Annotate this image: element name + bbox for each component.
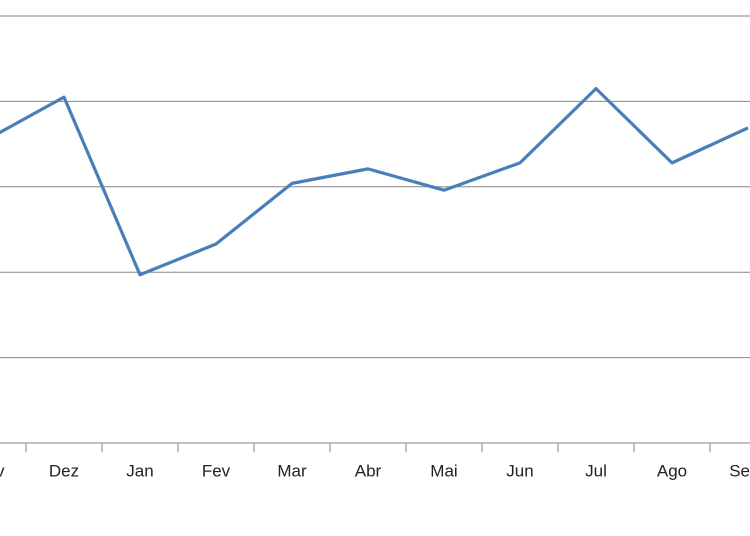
x-tick-label: Se	[729, 461, 750, 480]
data-line	[0, 86, 749, 277]
x-tick-label: Abr	[355, 461, 382, 480]
x-tick-label: Ago	[657, 461, 687, 480]
x-tick-label: Fev	[202, 461, 231, 480]
x-tick-label: Mar	[277, 461, 307, 480]
x-tick-label: Jan	[126, 461, 153, 480]
x-tick-label: Jun	[506, 461, 533, 480]
x-tick-label: Mai	[430, 461, 457, 480]
x-tick-label: v	[0, 461, 5, 480]
x-tick-label: Dez	[49, 461, 79, 480]
x-tick-label: Jul	[585, 461, 607, 480]
